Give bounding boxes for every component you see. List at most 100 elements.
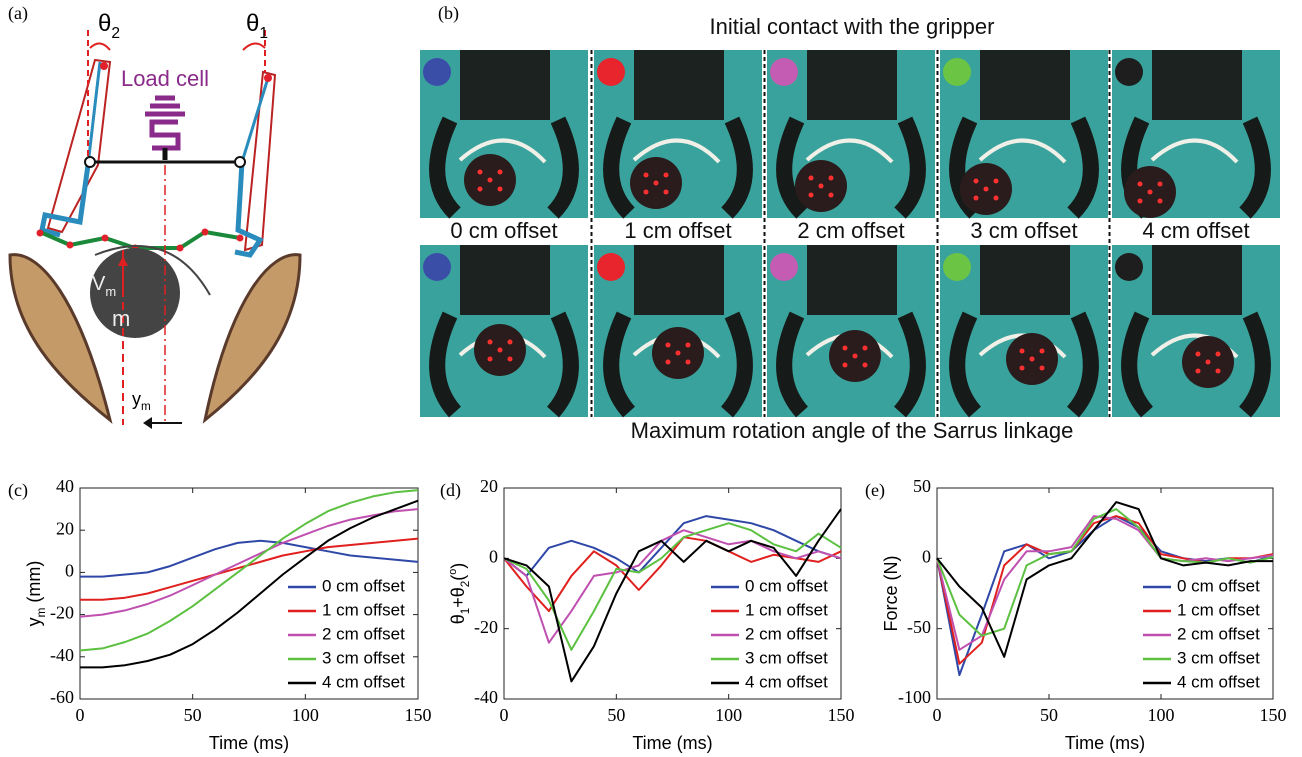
gripper-arm [1121, 311, 1154, 418]
right-blue-link [240, 77, 270, 163]
frame [460, 245, 550, 315]
gripper-arm [776, 311, 809, 418]
ball-marker [842, 345, 848, 351]
frame [634, 50, 724, 120]
y-axis-label-part: Force (N) [881, 556, 901, 632]
y-tick-label: 0 [65, 561, 74, 581]
series-line [936, 501, 1273, 658]
x-tick-label: 50 [184, 705, 202, 725]
frame [460, 50, 550, 120]
photo [1112, 245, 1280, 418]
ball-marker [973, 195, 979, 201]
y-tick-label: 20 [56, 518, 74, 538]
gripper-arm [546, 311, 579, 418]
x-tick-label: 0 [76, 705, 85, 725]
ym-arrowhead [143, 417, 152, 429]
ball-marker [507, 356, 513, 362]
ym-label: ym [132, 389, 151, 413]
ball-marker [665, 342, 671, 348]
velocity-label-part: m [105, 284, 116, 299]
y-tick-label: -100 [898, 687, 931, 707]
ball-marker [852, 353, 858, 359]
left-link [46, 58, 112, 234]
photo [767, 50, 935, 219]
legend-label: 1 cm offset [745, 600, 828, 619]
legend-label: 1 cm offset [1177, 600, 1260, 619]
x-tick-label: 150 [828, 705, 855, 725]
right-claw [202, 253, 302, 424]
ball-marker [1147, 189, 1153, 195]
load-cell-symbol [145, 95, 185, 160]
ball-marker [818, 183, 824, 189]
ball-marker [1137, 198, 1143, 204]
frame [1152, 50, 1242, 120]
legend-label: 2 cm offset [1177, 624, 1260, 643]
mass-label: m [112, 306, 130, 331]
photo-caption: 0 cm offset [450, 218, 557, 243]
ball-marker [477, 169, 483, 175]
gripper-arm [429, 311, 462, 418]
y-axis-label-part: ( [448, 575, 468, 581]
ball-marker [1157, 198, 1163, 204]
ball-marker [842, 362, 848, 368]
offset-dot [770, 58, 798, 86]
right-link [243, 70, 277, 252]
gripper-arm [1067, 116, 1099, 219]
panel-label: (a) [8, 3, 28, 24]
ball-marker [497, 169, 503, 175]
theta-label-part: θ [98, 10, 111, 37]
x-tick-label: 150 [1260, 705, 1287, 725]
series-line [503, 508, 842, 683]
velocity-label: Vm [92, 273, 116, 299]
x-tick-label: 100 [715, 705, 742, 725]
photo [1112, 50, 1280, 219]
y-axis-label: ym (mm) [24, 561, 48, 627]
photo-caption: 3 cm offset [970, 218, 1077, 243]
x-tick-label: 0 [500, 705, 509, 725]
contact-arc [94, 245, 211, 296]
x-tick-label: 0 [933, 705, 942, 725]
gripper-arm [949, 311, 982, 418]
x-tick-label: 50 [607, 705, 625, 725]
ball-marker [862, 362, 868, 368]
theta-label-part: 1 [259, 25, 268, 42]
left-bracket [39, 164, 91, 238]
ball-marker [487, 177, 493, 183]
legend-label: 0 cm offset [745, 576, 828, 595]
series-line [503, 522, 842, 651]
legend-label: 3 cm offset [322, 648, 405, 667]
ball-marker [1195, 351, 1201, 357]
y-axis-label-part: m [35, 608, 48, 618]
series-line [80, 499, 419, 669]
photo [940, 50, 1108, 219]
y-axis-label: Force (N) [881, 556, 901, 632]
right-bracket [234, 161, 264, 258]
photo [420, 50, 588, 219]
velocity-arrowhead [118, 256, 128, 266]
panel-label: (e) [865, 480, 885, 501]
ball-marker [653, 180, 659, 186]
ball-marker [1039, 365, 1045, 371]
left-claw [8, 253, 113, 424]
ball-marker [1195, 368, 1201, 374]
ball-marker [1215, 368, 1221, 374]
ball-marker [1157, 181, 1163, 187]
legend-label: 4 cm offset [322, 672, 405, 691]
y-axis-label-part: +θ [448, 587, 468, 608]
photo-row-title: Initial contact with the gripper [710, 14, 995, 39]
ball-marker [1039, 348, 1045, 354]
offset-dot [423, 58, 451, 86]
gripper-arm [720, 311, 753, 418]
photo [767, 245, 935, 418]
x-axis-label: Time (ms) [1065, 733, 1145, 753]
ball-marker [1215, 351, 1221, 357]
ball-marker [1137, 181, 1143, 187]
x-tick-label: 150 [405, 705, 432, 725]
x-tick-label: 100 [292, 705, 319, 725]
panel-label: (d) [440, 480, 461, 501]
legend-label: 2 cm offset [745, 624, 828, 643]
ball-marker [643, 189, 649, 195]
ball-marker [675, 350, 681, 356]
left-blue-link [86, 61, 102, 166]
